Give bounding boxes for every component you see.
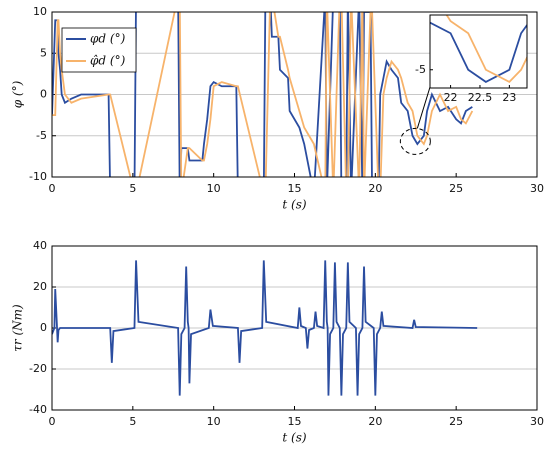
y-tick-label: -10 — [29, 170, 47, 183]
y-tick-label: -40 — [29, 403, 47, 416]
y-tick-label: -5 — [36, 129, 47, 142]
x-tick-label: 5 — [129, 415, 136, 428]
zoom-circle — [399, 127, 431, 155]
axes-border — [51, 11, 538, 178]
legend-label: φd (°) — [90, 32, 126, 46]
x-tick-label: 0 — [49, 182, 56, 195]
legend-box — [61, 27, 137, 73]
x-tick-label: 25 — [449, 415, 463, 428]
inset-border — [429, 14, 528, 89]
x-tick-label: 5 — [129, 182, 136, 195]
plot-area — [52, 12, 474, 177]
x-tick-label: 30 — [530, 182, 544, 195]
x-axis-label: t (s) — [282, 198, 306, 212]
plot-area — [430, 15, 527, 84]
plot-area — [52, 260, 478, 396]
y-tick-label: 0 — [40, 321, 47, 334]
x-tick-label: 10 — [207, 182, 221, 195]
x-tick-label: 10 — [207, 415, 221, 428]
y-axis-label: φ (°) — [11, 80, 25, 108]
axes-border — [51, 245, 538, 411]
x-tick-label: 25 — [449, 182, 463, 195]
x-tick-label: 20 — [368, 182, 382, 195]
data-line — [52, 12, 474, 177]
data-line — [52, 260, 478, 396]
x-tick-label: 15 — [288, 415, 302, 428]
y-axis-label: τr (Nm) — [11, 304, 25, 352]
y-tick-label: 20 — [33, 280, 47, 293]
y-tick-label: -20 — [29, 362, 47, 375]
x-axis-label: t (s) — [282, 431, 306, 445]
inset-x-tick-label: 23 — [502, 91, 516, 104]
data-line — [430, 21, 527, 83]
x-tick-label: 0 — [49, 415, 56, 428]
x-tick-label: 30 — [530, 415, 544, 428]
y-tick-label: 5 — [40, 46, 47, 59]
inset-x-tick-label: 22 — [444, 91, 458, 104]
x-tick-label: 15 — [288, 182, 302, 195]
x-tick-label: 20 — [368, 415, 382, 428]
y-tick-label: 10 — [33, 5, 47, 18]
inset-y-tick-label: -5 — [415, 63, 426, 76]
inset-x-tick-label: 22.5 — [468, 91, 493, 104]
legend-label: φ̂d (°) — [90, 54, 126, 68]
y-tick-label: 0 — [40, 88, 47, 101]
data-line — [52, 12, 473, 177]
y-tick-label: 40 — [33, 239, 47, 252]
